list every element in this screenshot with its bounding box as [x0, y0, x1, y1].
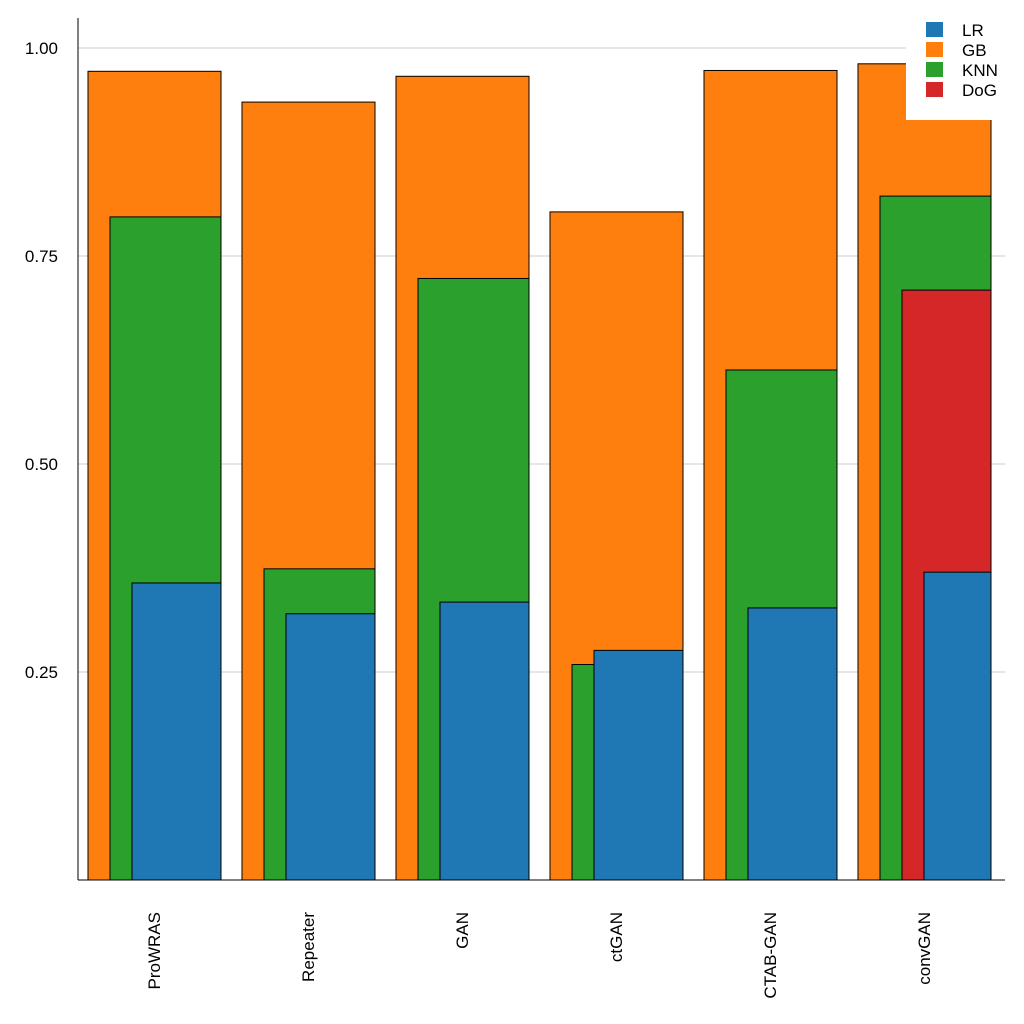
x-tick-label: ProWRAS [145, 912, 164, 989]
bar-lr-convgan [923, 571, 992, 881]
axes [77, 18, 1005, 881]
x-tick-label: CTAB-GAN [761, 912, 780, 999]
bar-lr-gan [439, 601, 530, 881]
x-tick-label: Repeater [299, 912, 318, 982]
legend-label: LR [962, 21, 984, 40]
bar-lr-prowras [131, 582, 222, 881]
y-tick-label: 0.50 [25, 455, 58, 474]
bars [87, 63, 992, 881]
legend-box [906, 14, 1010, 120]
legend-label: DoG [962, 81, 997, 100]
grid-lines [78, 47, 1005, 673]
x-tick-label: convGAN [915, 912, 934, 985]
y-tick-label: 0.25 [25, 663, 58, 682]
x-tick-labels: ProWRAS Repeater GAN ctGAN CTAB-GAN convGAN [145, 912, 934, 999]
y-tick-label: 1.00 [25, 39, 58, 58]
legend-swatch [926, 62, 943, 77]
y-tick-label: 0.75 [25, 247, 58, 266]
x-tick-label: GAN [453, 912, 472, 949]
legend-swatch [926, 82, 943, 97]
bar-lr-repeater [285, 613, 376, 881]
legend-label: KNN [962, 61, 998, 80]
legend-swatch [926, 42, 943, 57]
x-tick-label: ctGAN [607, 912, 626, 962]
legend-label: GB [962, 41, 987, 60]
legend-swatch [926, 22, 943, 37]
bar-lr-ctgan [593, 649, 684, 881]
bar-lr-ctab-gan [747, 607, 838, 881]
y-tick-labels: 0.25 0.50 0.75 1.00 [25, 39, 58, 682]
